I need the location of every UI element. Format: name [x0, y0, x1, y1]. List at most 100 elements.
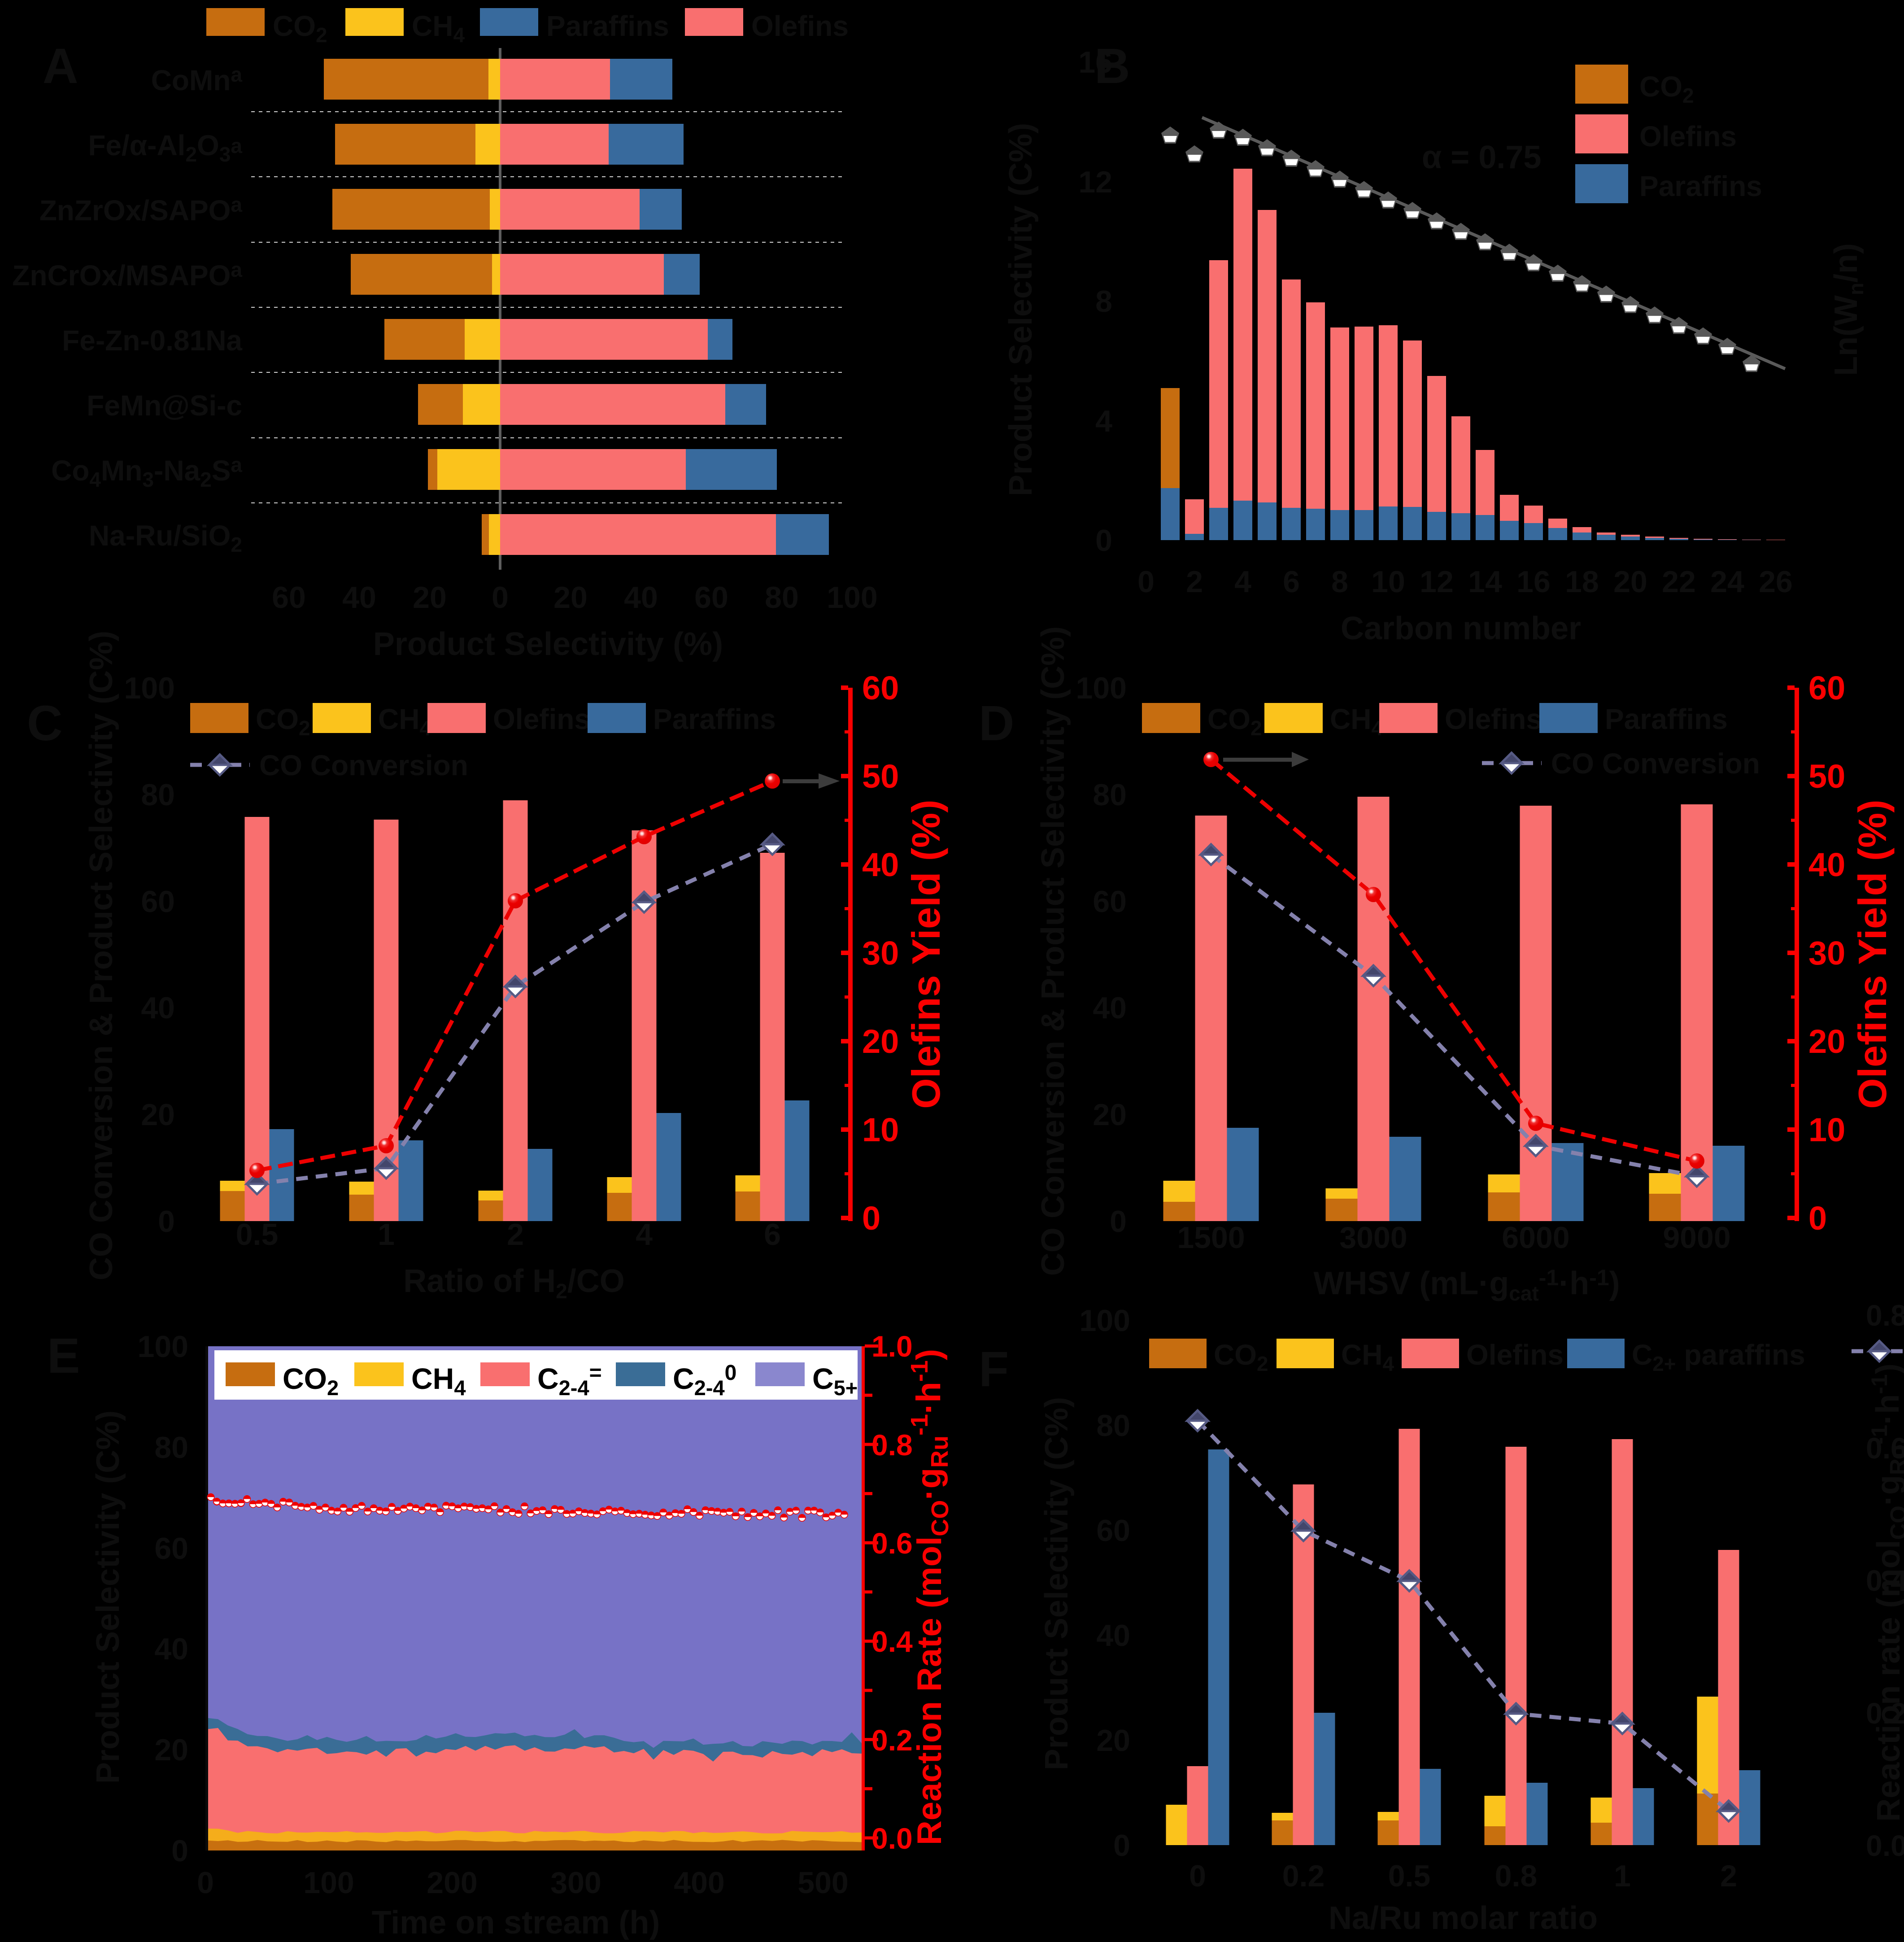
svg-text:Na/Ru molar ratio: Na/Ru molar ratio — [1329, 1900, 1598, 1936]
svg-text:100: 100 — [1076, 671, 1127, 705]
svg-text:0.8: 0.8 — [1866, 1299, 1904, 1332]
svg-text:20: 20 — [553, 580, 588, 615]
svg-text:Ratio of H2/CO: Ratio of H2/CO — [403, 1263, 625, 1303]
svg-text:Olefins: Olefins — [1445, 703, 1542, 735]
svg-text:80: 80 — [1093, 778, 1127, 812]
svg-text:16: 16 — [1516, 565, 1551, 599]
svg-text:0: 0 — [158, 1204, 175, 1239]
svg-text:E: E — [47, 1328, 80, 1383]
svg-text:F: F — [979, 1342, 1009, 1397]
svg-text:0: 0 — [1113, 1829, 1130, 1863]
svg-text:60: 60 — [1093, 885, 1127, 919]
svg-text:1: 1 — [378, 1218, 395, 1252]
svg-text:Olefins: Olefins — [1639, 120, 1737, 153]
svg-text:Olefins Yield (%): Olefins Yield (%) — [1850, 799, 1895, 1108]
svg-text:40: 40 — [1808, 846, 1845, 883]
svg-text:0.8: 0.8 — [1495, 1859, 1538, 1893]
svg-text:80: 80 — [1096, 1409, 1130, 1443]
svg-text:CoMna: CoMna — [151, 63, 243, 96]
svg-text:1500: 1500 — [1177, 1221, 1245, 1255]
svg-text:100: 100 — [303, 1866, 354, 1900]
svg-text:60: 60 — [141, 885, 175, 919]
svg-text:400: 400 — [674, 1866, 724, 1900]
svg-text:60: 60 — [1808, 669, 1845, 707]
svg-text:20: 20 — [1093, 1098, 1127, 1132]
svg-text:Olefins: Olefins — [493, 703, 590, 735]
svg-text:4: 4 — [1095, 404, 1112, 438]
svg-text:200: 200 — [427, 1866, 477, 1900]
svg-text:0.5: 0.5 — [236, 1218, 279, 1252]
svg-text:20: 20 — [862, 1023, 899, 1060]
svg-text:40: 40 — [862, 846, 899, 883]
svg-text:0.0: 0.0 — [1866, 1829, 1904, 1862]
svg-text:Carbon number: Carbon number — [1341, 611, 1581, 646]
svg-text:50: 50 — [862, 758, 899, 795]
svg-text:ZnCrOx/MSAPOa: ZnCrOx/MSAPOa — [12, 258, 242, 292]
svg-text:22: 22 — [1662, 565, 1696, 599]
svg-text:0.4: 0.4 — [871, 1625, 913, 1658]
svg-text:Product Selectivity (C%): Product Selectivity (C%) — [1003, 123, 1039, 496]
svg-text:6000: 6000 — [1502, 1221, 1569, 1255]
svg-text:CO Conversion & Product Select: CO Conversion & Product Selectivity (C%) — [1035, 626, 1071, 1276]
svg-text:Na-Ru/SiO2: Na-Ru/SiO2 — [89, 519, 242, 556]
svg-text:Olefins: Olefins — [751, 10, 849, 42]
svg-text:3000: 3000 — [1339, 1221, 1407, 1255]
svg-text:20: 20 — [413, 580, 447, 615]
svg-text:40: 40 — [154, 1632, 188, 1666]
svg-text:10: 10 — [1808, 1111, 1845, 1148]
svg-text:60: 60 — [862, 669, 899, 707]
svg-text:4: 4 — [636, 1218, 653, 1252]
svg-text:40: 40 — [1093, 991, 1127, 1025]
svg-text:0: 0 — [197, 1866, 214, 1900]
svg-text:9000: 9000 — [1663, 1221, 1730, 1255]
svg-text:Olefins Yield (%): Olefins Yield (%) — [904, 799, 948, 1108]
svg-text:Product Selectivity (C%): Product Selectivity (C%) — [90, 1410, 126, 1784]
svg-text:4: 4 — [1234, 565, 1251, 599]
svg-text:10: 10 — [862, 1111, 899, 1148]
svg-text:100: 100 — [1080, 1304, 1130, 1338]
svg-text:6: 6 — [1283, 565, 1300, 599]
svg-text:16: 16 — [1078, 45, 1112, 79]
svg-text:80: 80 — [154, 1431, 188, 1465]
svg-text:0: 0 — [862, 1200, 880, 1237]
svg-text:WHSV (mL·gcat-1·h-1): WHSV (mL·gcat-1·h-1) — [1313, 1265, 1620, 1305]
svg-text:0.2: 0.2 — [1282, 1859, 1325, 1893]
svg-text:1.0: 1.0 — [871, 1330, 913, 1363]
svg-text:60: 60 — [154, 1532, 188, 1566]
svg-text:0: 0 — [171, 1834, 188, 1868]
svg-text:ZnZrOx/SAPOa: ZnZrOx/SAPOa — [39, 193, 243, 227]
svg-text:40: 40 — [342, 580, 376, 615]
svg-text:Olefins: Olefins — [1466, 1339, 1564, 1371]
svg-text:Product Selectivity (C%): Product Selectivity (C%) — [1039, 1397, 1075, 1770]
svg-text:Time on stream (h): Time on stream (h) — [372, 1905, 660, 1940]
svg-text:20: 20 — [1613, 565, 1647, 599]
svg-text:500: 500 — [797, 1866, 848, 1900]
svg-text:100: 100 — [138, 1330, 188, 1364]
svg-text:8: 8 — [1331, 565, 1348, 599]
svg-text:100: 100 — [124, 671, 175, 705]
svg-text:60: 60 — [694, 580, 728, 615]
svg-text:30: 30 — [1808, 934, 1845, 972]
svg-text:40: 40 — [1096, 1619, 1130, 1653]
svg-text:30: 30 — [862, 934, 899, 972]
svg-text:26: 26 — [1759, 565, 1793, 599]
svg-text:18: 18 — [1565, 565, 1599, 599]
svg-text:0: 0 — [1189, 1859, 1206, 1893]
svg-text:50: 50 — [1808, 758, 1845, 795]
svg-text:0: 0 — [492, 580, 509, 615]
svg-text:Paraffins: Paraffins — [1639, 170, 1762, 202]
svg-text:10: 10 — [1371, 565, 1405, 599]
svg-text:2: 2 — [507, 1218, 524, 1252]
svg-text:Paraffins: Paraffins — [546, 10, 669, 42]
svg-text:24: 24 — [1710, 565, 1744, 599]
svg-text:2: 2 — [1186, 565, 1203, 599]
svg-text:14: 14 — [1468, 565, 1502, 599]
svg-text:FeMn@Si-c: FeMn@Si-c — [87, 389, 242, 422]
svg-text:Paraffins: Paraffins — [653, 703, 776, 735]
svg-text:Product Selectivity (%): Product Selectivity (%) — [373, 626, 723, 662]
svg-text:20: 20 — [154, 1733, 188, 1767]
svg-text:0: 0 — [1137, 565, 1155, 599]
svg-text:0.5: 0.5 — [1388, 1859, 1431, 1893]
svg-text:40: 40 — [141, 991, 175, 1025]
svg-text:α = 0.75: α = 0.75 — [1422, 140, 1541, 175]
